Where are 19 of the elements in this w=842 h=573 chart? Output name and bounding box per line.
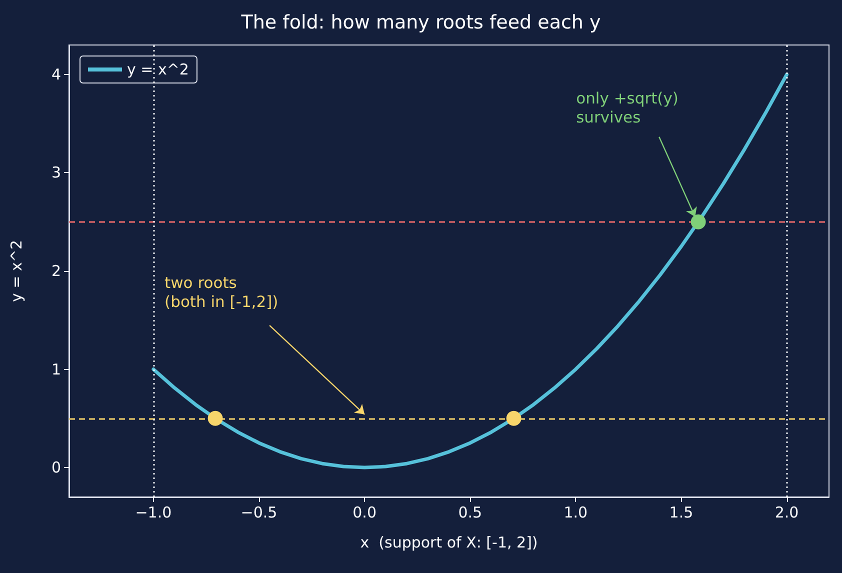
x-tick-label: 0.0 [352,504,376,522]
y-tick-label: 0 [51,458,61,477]
x-tick-label: −1.0 [135,504,172,522]
x-tick-label: 0.5 [458,504,482,522]
annotation: only +sqrt(y) survives [576,89,678,126]
y-tick-label: 3 [51,164,61,182]
x-tick-label: 1.5 [669,504,694,522]
x-axis-title: x (support of X: [-1, 2]) [360,534,538,552]
x-tick-label: 1.0 [564,504,588,522]
line-series [152,72,789,470]
chart-title: The fold: how many roots feed each y [240,12,601,34]
y-tick-label: 4 [51,65,61,84]
y-axis-title: y = x^2 [8,240,26,302]
y-tick-label: 2 [51,262,61,280]
annotation: two roots (both in [-1,2]) [164,274,278,311]
y-tick-label: 1 [51,360,61,378]
x-tick-label: −0.5 [240,504,278,522]
legend-label: y = x^2 [127,60,189,78]
x-tick-label: 2.0 [774,504,799,522]
